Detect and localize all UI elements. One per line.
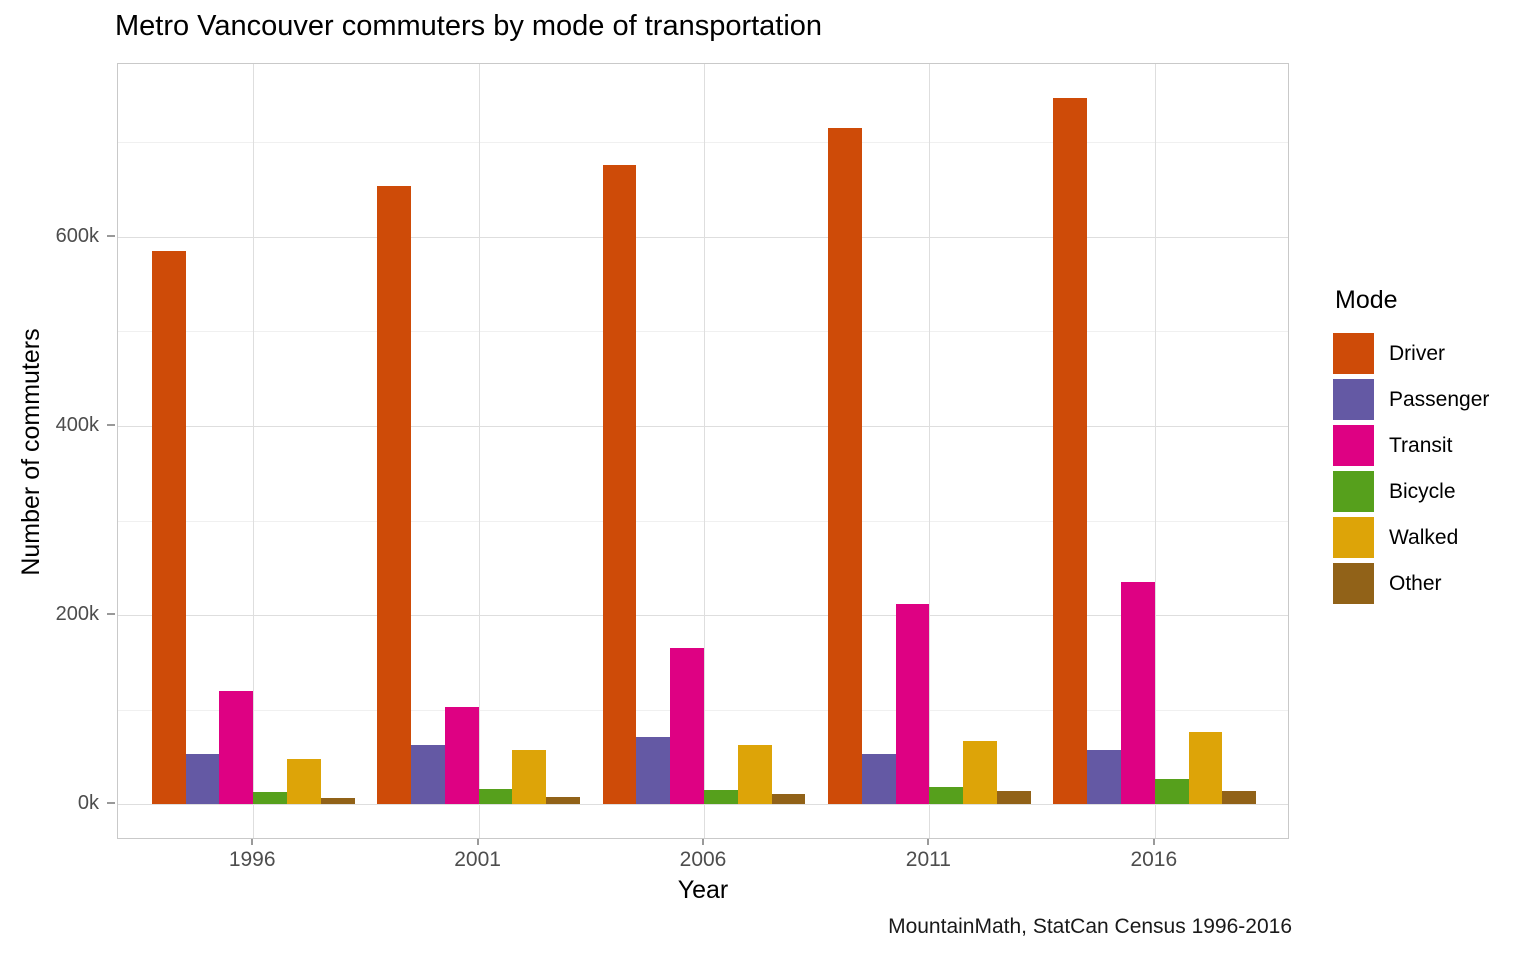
x-tick-label: 2011 [905,848,951,871]
x-axis-tick [251,839,254,845]
y-tick-label: 600k [55,224,99,247]
bar-passenger-2011 [861,754,896,805]
bar-walked-1996 [287,759,321,805]
bar-other-2006 [771,793,806,805]
legend-label: Bicycle [1389,479,1456,503]
gridline-y-minor [118,142,1288,144]
y-axis-title: Number of commuters [17,328,45,576]
legend-title: Mode [1335,286,1398,314]
x-axis-tick [476,839,479,845]
x-axis-title: Year [677,876,729,904]
legend-label: Transit [1389,433,1453,457]
bar-transit-1996 [219,691,254,805]
bar-bicycle-2006 [704,790,738,805]
legend-item-bicycle: Bicycle [1333,471,1489,512]
x-axis-tick [1152,839,1155,845]
bar-bicycle-1996 [253,792,287,805]
legend-label: Driver [1389,341,1445,365]
gridline-y-major [118,236,1288,238]
legend-item-driver: Driver [1333,333,1489,374]
bar-other-2001 [546,797,580,805]
bar-walked-2006 [737,744,772,805]
x-tick-label: 1996 [228,848,276,871]
bar-other-2011 [997,791,1031,805]
legend-swatch-passenger [1333,379,1374,420]
legend-swatch-bicycle [1333,471,1374,512]
bar-driver-2016 [1053,97,1088,805]
bar-transit-2001 [444,706,479,805]
chart-title: Metro Vancouver commuters by mode of tra… [115,10,823,42]
bar-bicycle-2016 [1154,778,1189,805]
bar-walked-2016 [1188,731,1223,805]
bar-transit-2016 [1121,581,1155,805]
bar-transit-2011 [895,603,930,805]
x-axis-tick [702,839,704,845]
x-axis-tick [927,839,930,845]
bar-passenger-2006 [636,737,671,805]
legend: Mode Driver Passenger Transit Bicycle Walked… [1333,286,1489,609]
y-axis-tick [107,234,115,237]
gridline-x-major [929,64,931,838]
gridline-y-major [118,615,1288,617]
bar-transit-2006 [670,647,704,805]
y-tick-label: 0k [77,792,99,815]
x-tick-label: 2006 [679,848,727,871]
bar-bicycle-2011 [929,786,964,805]
bar-other-2016 [1222,791,1257,805]
gridline-y-major [118,425,1288,427]
y-axis-tick [107,802,115,805]
source-caption: MountainMath, StatCan Census 1996-2016 [888,915,1292,938]
bar-walked-2001 [512,749,547,805]
legend-item-other: Other [1333,563,1489,604]
bar-driver-2006 [602,164,637,805]
y-axis-tick [107,423,115,426]
gridline-x-major [478,64,480,838]
legend-item-passenger: Passenger [1333,379,1489,420]
bar-passenger-1996 [185,753,220,805]
bar-walked-2011 [963,741,997,805]
x-tick-label: 2016 [1130,848,1178,871]
legend-swatch-other [1333,563,1374,604]
gridline-y-major [118,804,1288,806]
bar-driver-2011 [828,127,862,805]
legend-swatch-transit [1333,425,1374,466]
legend-item-walked: Walked [1333,517,1489,558]
y-tick-label: 200k [55,603,99,626]
bar-passenger-2001 [411,744,445,805]
y-tick-label: 400k [55,413,99,436]
legend-label: Walked [1389,525,1459,549]
gridline-x-major [1154,64,1156,838]
legend-swatch-driver [1333,333,1374,374]
legend-item-transit: Transit [1333,425,1489,466]
gridline-y-minor [118,520,1288,522]
gridline-x-major [704,64,705,838]
plot-panel [117,63,1289,839]
x-tick-label: 2001 [454,848,501,871]
bar-driver-1996 [151,250,186,805]
gridline-y-minor [118,331,1288,333]
bar-bicycle-2001 [478,788,513,805]
bar-passenger-2016 [1087,750,1121,805]
gridline-x-major [253,64,255,838]
legend-label: Other [1389,571,1442,595]
legend-swatch-walked [1333,517,1374,558]
bar-other-1996 [320,797,355,805]
y-axis-tick [107,613,115,616]
bar-driver-2001 [377,185,411,805]
legend-label: Passenger [1389,387,1490,411]
